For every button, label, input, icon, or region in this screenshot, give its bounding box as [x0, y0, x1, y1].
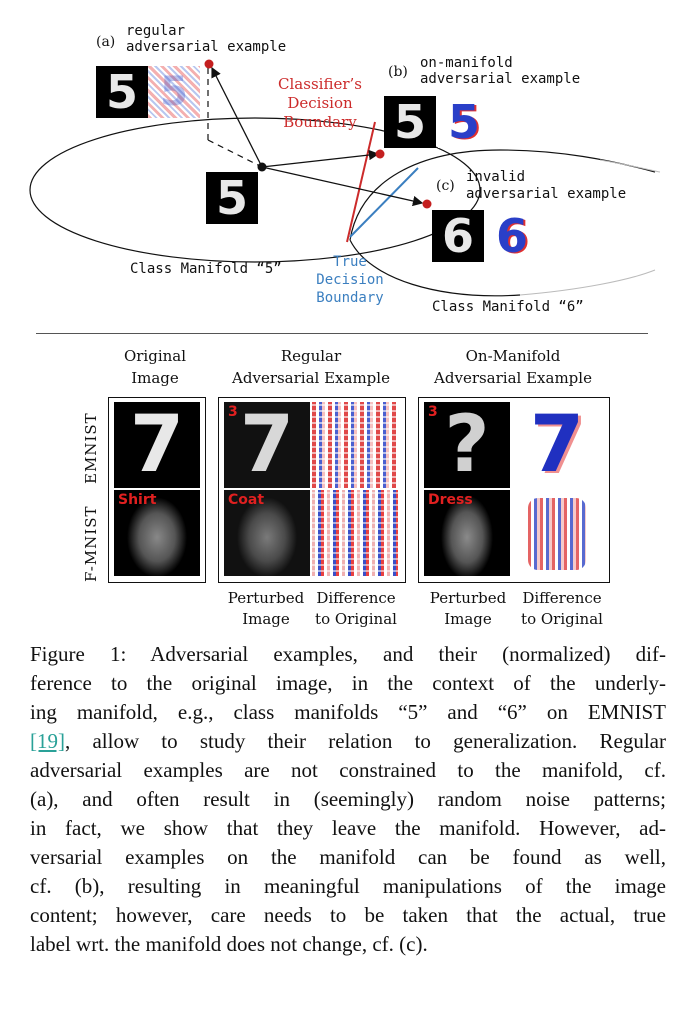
- regular-fmnist-pred: Coat: [228, 492, 265, 508]
- label-c-line2: adversarial example: [466, 186, 627, 202]
- caption-line: (a), and often result in (seemingly) ran…: [30, 787, 666, 811]
- col-header-onmanifold-1: On-Manifold: [465, 347, 561, 365]
- true-boundary-label-1: True: [333, 254, 367, 270]
- manifold-diagram: [29, 59, 661, 297]
- sublabel-regular-diff-1: Difference: [316, 589, 396, 607]
- onmanifold-fmnist-perturbed: Dress: [424, 490, 510, 576]
- sublabel-onmanifold-perturbed-2: Image: [444, 610, 492, 628]
- caption-line: Figure 1: Adversarial examples, and thei…: [30, 642, 666, 666]
- row-label-fmnist: F-MNIST: [82, 505, 100, 583]
- image-b-diff: 5: [438, 96, 490, 148]
- sublabel-regular-diff-2: to Original: [315, 610, 397, 628]
- point-a: [204, 59, 214, 69]
- citation-link[interactable]: [19]: [30, 729, 65, 753]
- regular-fmnist-diff: [312, 490, 398, 576]
- col-header-onmanifold-2: Adversarial Example: [434, 369, 592, 387]
- label-a-marker: (a): [96, 34, 116, 50]
- sublabel-onmanifold-diff-2: to Original: [521, 610, 603, 628]
- classifier-boundary-line: [346, 121, 376, 243]
- col-header-regular-2: Adversarial Example: [232, 369, 390, 387]
- point-c: [422, 199, 432, 209]
- onmanifold-fmnist-diff: [514, 490, 600, 576]
- label-a-line1: regular: [126, 23, 186, 39]
- classifier-boundary-label-2: Decision: [287, 94, 353, 112]
- point-b: [375, 149, 385, 159]
- label-c-line1: invalid: [466, 169, 526, 185]
- manifold-5-label: Class Manifold “5”: [130, 261, 282, 277]
- label-a-line2: adversarial example: [126, 39, 287, 55]
- caption-line: ference to the original image, in the co…: [30, 671, 666, 695]
- true-boundary-label-3: Boundary: [316, 290, 384, 306]
- caption-line: ing manifold, e.g., class manifolds “5” …: [30, 700, 666, 724]
- sublabel-onmanifold-diff-1: Difference: [522, 589, 602, 607]
- col-header-regular-1: Regular: [280, 347, 342, 365]
- image-a-digit: 5: [96, 66, 148, 118]
- image-c-digit: 6: [432, 210, 484, 262]
- regular-fmnist-perturbed: Coat: [224, 490, 310, 576]
- image-a-noise: 5: [148, 66, 200, 118]
- original-fmnist-image: Shirt: [114, 490, 200, 576]
- regular-emnist-perturbed: 7 3: [224, 402, 310, 488]
- caption-line-rest: , allow to study their relation to gener…: [65, 729, 666, 753]
- manifold-6-label: Class Manifold “6”: [432, 299, 584, 315]
- sublabel-regular-perturbed-2: Image: [242, 610, 290, 628]
- label-b-line2: adversarial example: [420, 71, 581, 87]
- image-b-digit: 5: [384, 96, 436, 148]
- original-emnist-image: 7: [114, 402, 200, 488]
- onmanifold-emnist-pred: 3: [428, 404, 438, 420]
- caption-line: content; however, care needs to be taken…: [30, 903, 666, 927]
- regular-emnist-pred: 3: [228, 404, 238, 420]
- true-boundary-line: [349, 167, 419, 238]
- caption-line: cf. (b), resulting in meaningful manipul…: [30, 874, 666, 898]
- caption-line: adversarial examples are not constrained…: [30, 758, 666, 782]
- classifier-boundary-label-3: Boundary: [283, 113, 357, 131]
- figure-caption: Figure 1: Adversarial examples, and thei…: [30, 640, 666, 959]
- caption-line: label wrt. the manifold does not change,…: [30, 932, 428, 956]
- onmanifold-emnist-diff: 7: [514, 402, 600, 488]
- caption-line: [19], allow to study their relation to g…: [30, 727, 666, 756]
- sublabel-onmanifold-perturbed-1: Perturbed: [429, 589, 507, 607]
- row-label-emnist: EMNIST: [82, 412, 100, 484]
- label-b-marker: (b): [388, 64, 408, 80]
- caption-line: versarial examples on the manifold can b…: [30, 845, 666, 869]
- image-c-diff: 6: [486, 210, 538, 262]
- col-header-original-2: Image: [131, 369, 179, 387]
- caption-line: in fact, we show that they leave the man…: [30, 816, 666, 840]
- origin-point: [257, 162, 267, 172]
- image-center-digit: 5: [206, 172, 258, 224]
- onmanifold-fmnist-pred: Dress: [428, 492, 473, 508]
- manifold-5-ellipse: [29, 117, 481, 263]
- onmanifold-emnist-perturbed: ? 3: [424, 402, 510, 488]
- regular-emnist-diff: [312, 402, 398, 488]
- label-c-marker: (c): [436, 178, 455, 194]
- col-header-original-1: Original: [123, 347, 187, 365]
- sublabel-regular-perturbed-1: Perturbed: [227, 589, 305, 607]
- true-boundary-label-2: Decision: [316, 272, 384, 288]
- section-divider: [36, 333, 648, 334]
- original-fmnist-label: Shirt: [118, 492, 157, 508]
- label-b-line1: on-manifold: [420, 55, 513, 71]
- classifier-boundary-label-1: Classifier’s: [278, 75, 362, 93]
